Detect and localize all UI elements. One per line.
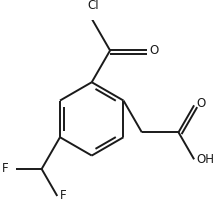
- Text: F: F: [60, 189, 66, 203]
- Text: F: F: [2, 162, 8, 175]
- Text: O: O: [196, 97, 206, 110]
- Text: OH: OH: [196, 153, 214, 166]
- Text: O: O: [150, 44, 159, 57]
- Text: Cl: Cl: [88, 0, 99, 12]
